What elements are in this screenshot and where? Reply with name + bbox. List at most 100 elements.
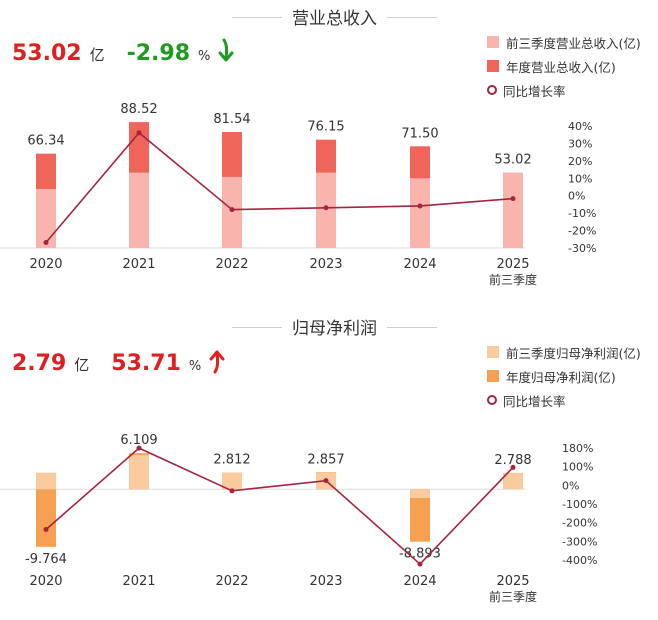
bar-annual: [410, 489, 430, 542]
y2-tick-label: 30%: [568, 137, 592, 150]
y2-tick-label: -200%: [562, 517, 597, 530]
profit-kpi-unit: 亿: [74, 356, 90, 374]
x-tick-label: 2025: [496, 574, 529, 589]
x-tick-label: 2021: [122, 257, 155, 272]
yoy-point: [417, 203, 423, 209]
profit-title: 归母净利润: [292, 319, 377, 339]
profit-kpi: 2.79 亿 53.71%: [12, 348, 225, 382]
x-tick-label: 2020: [29, 257, 62, 272]
legend-label: 前三季度营业总收入(亿): [506, 35, 641, 51]
revenue-legend: 前三季度营业总收入(亿) 年度营业总收入(亿) 同比增长率: [487, 30, 641, 102]
yoy-point: [229, 207, 235, 213]
bar-q3: [36, 472, 56, 490]
legend-swatch-q3: [487, 346, 499, 358]
x-tick-label: 2021: [122, 574, 155, 589]
yoy-point: [323, 205, 329, 211]
bar-value-label: -9.764: [25, 552, 67, 567]
legend-swatch-q3: [487, 36, 499, 48]
bar-q3: [36, 188, 56, 248]
profit-panel: 归母净利润 2.79 亿 53.71% 前三季度归母净利润(亿) 年度归母净利润(亿…: [0, 310, 658, 620]
legend-item-q3-profit[interactable]: 前三季度归母净利润(亿): [487, 340, 641, 364]
revenue-kpi-value: 53.02: [12, 41, 82, 66]
revenue-kpi-change: -2.98: [126, 41, 191, 66]
title-divider-left: [232, 327, 282, 328]
legend-label: 年度营业总收入(亿): [506, 59, 616, 75]
x-tick-label: 2022: [215, 574, 248, 589]
legend-item-yoy[interactable]: 同比增长率: [487, 78, 641, 102]
y2-tick-label: 40%: [568, 120, 592, 133]
bar-value-label: -8.893: [399, 547, 441, 562]
revenue-panel: 营业总收入 53.02 亿 -2.98% 前三季度营业总收入(亿) 年度营业总收入(…: [0, 4, 658, 287]
revenue-kpi: 53.02 亿 -2.98%: [12, 38, 234, 72]
bar-q3: [222, 472, 242, 490]
legend-item-yoy[interactable]: 同比增长率: [487, 388, 641, 412]
legend-circle-icon: [487, 395, 497, 405]
arrow-up-icon: [209, 348, 225, 378]
legend-item-q3-revenue[interactable]: 前三季度营业总收入(亿): [487, 30, 641, 54]
x-tick-label: 2020: [29, 574, 62, 589]
bar-q3: [129, 454, 149, 490]
yoy-point: [417, 561, 423, 567]
revenue-title-bar: 营业总收入: [0, 4, 658, 29]
profit-chart: -9.764 2020 6.109 2021 2.812 2022 2.857 2023 -8.…: [0, 433, 597, 604]
yoy-point: [43, 240, 49, 246]
bar-q3: [410, 489, 430, 499]
revenue-chart: 66.34 2020 88.52 2021 81.54 2022 76.15 2023 71.5…: [0, 102, 596, 287]
yoy-point: [136, 445, 142, 451]
bar-value-label: 2.788: [494, 453, 531, 468]
bar-value-label: 2.857: [307, 452, 344, 467]
legend-label: 年度归母净利润(亿): [506, 369, 616, 385]
legend-label: 同比增长率: [503, 83, 566, 99]
profit-kpi-change: 53.71: [111, 351, 181, 376]
bar-value-label: 2.812: [213, 453, 250, 468]
x-tick-label: 2024: [403, 257, 436, 272]
y2-tick-label: -300%: [562, 535, 597, 548]
yoy-point: [136, 130, 142, 136]
legend-swatch-annual: [487, 370, 499, 382]
bar-annual: [36, 489, 56, 547]
title-divider-right: [387, 327, 437, 328]
revenue-kpi-change-unit: %: [198, 49, 211, 64]
profit-kpi-change-unit: %: [188, 359, 202, 374]
x-tick-label: 2023: [309, 257, 342, 272]
y2-tick-label: -20%: [568, 225, 596, 238]
y2-tick-label: 180%: [562, 442, 593, 455]
bar-value-label: 76.15: [307, 120, 344, 135]
revenue-kpi-unit: 亿: [89, 46, 105, 64]
y2-tick-label: -10%: [568, 207, 596, 220]
y2-tick-label: -400%: [562, 554, 597, 567]
bar-q3: [222, 176, 242, 248]
x-tick-sublabel: 前三季度: [489, 272, 537, 287]
profit-kpi-value: 2.79: [12, 351, 67, 376]
legend-item-annual-profit[interactable]: 年度归母净利润(亿): [487, 364, 641, 388]
legend-swatch-annual: [487, 60, 499, 72]
title-divider-left: [232, 17, 282, 18]
x-tick-label: 2023: [309, 574, 342, 589]
x-tick-label: 2024: [403, 574, 436, 589]
bar-q3: [316, 172, 336, 248]
legend-item-annual-revenue[interactable]: 年度营业总收入(亿): [487, 54, 641, 78]
bar-value-label: 81.54: [213, 112, 250, 127]
y2-tick-label: 20%: [568, 155, 592, 168]
legend-circle-icon: [487, 85, 497, 95]
bar-q3: [129, 172, 149, 248]
arrow-down-icon: [218, 38, 234, 68]
profit-title-bar: 归母净利润: [0, 314, 658, 339]
bar-value-label: 53.02: [494, 153, 531, 168]
bar-value-label: 88.52: [120, 102, 157, 117]
bar-value-label: 6.109: [120, 433, 157, 448]
bar-value-label: 66.34: [27, 134, 64, 149]
bar-q3: [503, 172, 523, 248]
legend-label: 前三季度归母净利润(亿): [506, 345, 641, 361]
yoy-line: [45, 447, 514, 566]
x-tick-label: 2022: [215, 257, 248, 272]
profit-legend: 前三季度归母净利润(亿) 年度归母净利润(亿) 同比增长率: [487, 340, 641, 412]
yoy-line: [45, 131, 514, 244]
title-divider-right: [387, 17, 437, 18]
x-tick-sublabel: 前三季度: [489, 589, 537, 604]
yoy-point: [323, 478, 329, 484]
y2-tick-label: 100%: [562, 461, 593, 474]
revenue-title: 营业总收入: [292, 9, 377, 29]
yoy-point: [510, 464, 516, 470]
y2-tick-label: 0%: [562, 479, 579, 492]
